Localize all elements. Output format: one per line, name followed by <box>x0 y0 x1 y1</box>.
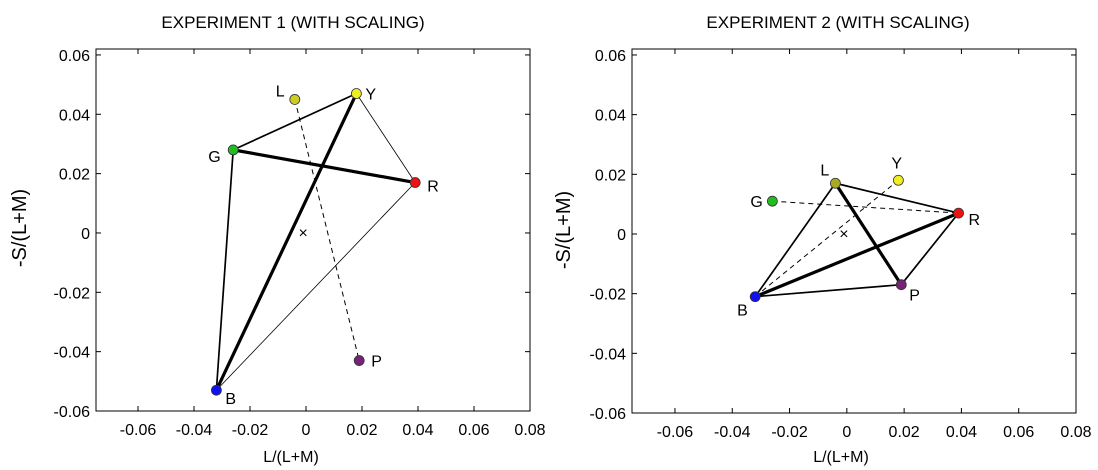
connector-line-r-b <box>216 182 416 391</box>
x-tick-label: 0 <box>302 422 311 439</box>
connector-line-l-r <box>835 182 959 214</box>
center-marker: × <box>299 225 308 242</box>
y-tick-label: 0.04 <box>59 107 90 124</box>
data-point-g <box>766 195 778 207</box>
y-tick-label: 0 <box>617 227 626 244</box>
y-tick-label: 0.02 <box>59 167 90 184</box>
x-tick-label: 0.08 <box>1060 424 1091 441</box>
x-axis-label: L/(L+M) <box>813 449 869 466</box>
chart-title: EXPERIMENT 2 (WITH SCALING) <box>706 13 969 32</box>
y-tick-label: -0.06 <box>590 406 627 423</box>
connector-line-g-y <box>232 92 357 151</box>
y-tick-label: -0.02 <box>590 287 627 304</box>
x-tick-label: -0.02 <box>771 424 808 441</box>
y-tick-label: 0.06 <box>59 48 90 65</box>
point-label-y: Y <box>891 155 902 172</box>
x-tick-label: 0.04 <box>402 422 433 439</box>
data-point-b <box>749 291 761 303</box>
data-point-l <box>829 177 841 189</box>
point-label-y: Y <box>365 87 376 104</box>
x-tick-label: -0.04 <box>714 424 751 441</box>
data-point-l <box>289 94 301 105</box>
connector-line-p-b <box>755 283 902 298</box>
connector-line-g-r <box>232 148 416 185</box>
y-tick-label: -0.02 <box>54 285 91 302</box>
plot-frame <box>95 48 531 412</box>
point-label-g: G <box>750 194 762 211</box>
point-label-l: L <box>820 162 829 179</box>
point-label-b: B <box>737 303 748 320</box>
y-tick-label: -0.06 <box>54 404 91 421</box>
experiment-1-panel: EXPERIMENT 1 (WITH SCALING) L/(L+M) -S/(… <box>9 13 546 466</box>
center-marker: × <box>839 226 848 243</box>
point-label-r: R <box>427 179 439 196</box>
x-axis-label: L/(L+M) <box>263 449 319 466</box>
data-point-p <box>895 279 907 291</box>
data-point-r <box>409 177 421 188</box>
x-tick-label: -0.06 <box>657 424 694 441</box>
connector-line-b-l <box>754 182 837 298</box>
x-tick-label: -0.04 <box>176 422 213 439</box>
experiment-2-panel: EXPERIMENT 2 (WITH SCALING) L/(L+M) -S/(… <box>553 13 1092 466</box>
x-tick-label: 0.02 <box>346 422 377 439</box>
y-tick-label: -0.04 <box>54 345 91 362</box>
connector-line-r-p <box>900 212 960 286</box>
point-label-p: P <box>909 288 920 305</box>
x-tick-label: 0.06 <box>1003 424 1034 441</box>
data-point-p <box>353 355 365 366</box>
data-point-y <box>350 88 362 99</box>
x-tick-label: 0.04 <box>946 424 977 441</box>
connector-line-l-p <box>834 182 903 286</box>
y-tick-label: 0.06 <box>595 48 626 65</box>
x-tick-label: 0.08 <box>514 422 545 439</box>
y-tick-label: -0.04 <box>590 346 627 363</box>
y-tick-label: 0.04 <box>595 108 626 125</box>
connector-line-b-r <box>754 211 960 299</box>
y-axis-label: -S/(L+M) <box>9 189 31 267</box>
point-label-g: G <box>208 149 220 166</box>
x-tick-label: 0 <box>842 424 851 441</box>
point-label-b: B <box>225 391 236 408</box>
y-tick-label: 0 <box>81 226 90 243</box>
data-point-g <box>227 144 239 156</box>
data-point-y <box>893 174 904 186</box>
data-point-r <box>953 207 964 219</box>
point-label-p: P <box>371 354 382 371</box>
point-label-l: L <box>276 83 285 100</box>
plot-frame <box>631 48 1077 414</box>
chart-title: EXPERIMENT 1 (WITH SCALING) <box>161 13 424 32</box>
data-point-b <box>210 384 222 396</box>
connector-line-g-b <box>215 149 235 391</box>
y-axis-label: -S/(L+M) <box>553 191 575 269</box>
connector-line-y-b <box>214 92 358 391</box>
x-tick-label: -0.06 <box>120 422 157 439</box>
x-tick-label: -0.02 <box>232 422 269 439</box>
x-tick-label: 0.06 <box>458 422 489 439</box>
connector-line-b-y <box>754 179 899 298</box>
connector-line-y-r <box>356 93 416 183</box>
y-tick-label: 0.02 <box>595 167 626 184</box>
connector-line-g-r <box>772 200 959 214</box>
x-tick-label: 0.02 <box>889 424 920 441</box>
point-label-r: R <box>969 212 981 229</box>
